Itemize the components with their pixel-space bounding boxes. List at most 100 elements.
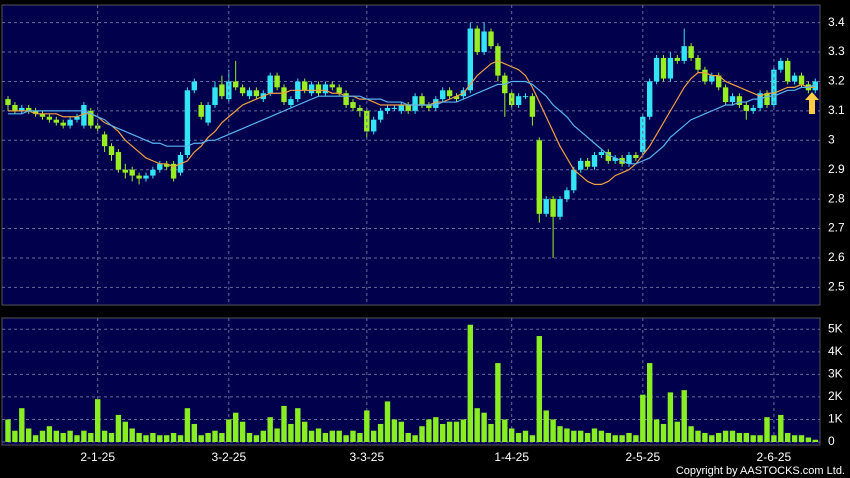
volume-bar xyxy=(260,430,266,442)
candle-body xyxy=(688,46,694,58)
candle-body xyxy=(336,87,342,94)
volume-bar xyxy=(467,324,473,442)
candle-body xyxy=(377,110,384,120)
volume-bar xyxy=(536,336,542,442)
volume-bar xyxy=(281,405,287,442)
candle-body xyxy=(681,46,687,61)
candle-body xyxy=(302,81,308,91)
volume-bar xyxy=(426,419,432,442)
candle-body xyxy=(122,169,128,173)
candle-body xyxy=(288,99,294,105)
volume-bar xyxy=(191,423,197,442)
candle-body xyxy=(515,96,522,105)
volume-bar xyxy=(578,430,584,442)
candle-body xyxy=(778,60,784,70)
candle-body xyxy=(205,105,211,123)
candle-body xyxy=(170,163,177,179)
candle-body xyxy=(729,96,736,103)
candle-body xyxy=(74,116,80,120)
candle-body xyxy=(564,190,570,200)
volume-bar xyxy=(550,419,556,442)
volume-bar xyxy=(584,432,591,442)
candle-body xyxy=(67,119,73,126)
volume-bar xyxy=(798,435,805,442)
candle-body xyxy=(371,119,377,132)
volume-bar xyxy=(729,430,736,442)
candle-body xyxy=(598,152,605,155)
volume-bar xyxy=(122,421,128,442)
candle-body xyxy=(191,81,197,91)
volume-bar xyxy=(364,410,370,442)
volume-bar xyxy=(515,432,522,442)
candle-body xyxy=(750,107,756,111)
candle-body xyxy=(488,31,494,47)
volume-bar xyxy=(653,419,660,442)
candle-body xyxy=(633,155,639,158)
volume-bar xyxy=(647,363,653,442)
candle-body xyxy=(322,84,329,94)
marks: 2.5 2.6 2.7 2.8 2.9 3 3.1 3.2 3.3 3.4 0 1K 2K 3K 4K 5K 2… xyxy=(2,5,845,464)
volume-bar xyxy=(391,419,398,442)
y-tick-label: 2.6 xyxy=(828,250,845,264)
x-tick-label: 2-5-25 xyxy=(625,450,660,464)
volume-bar xyxy=(571,430,577,442)
y-tick-label: 3K xyxy=(828,367,843,381)
volume-bar xyxy=(219,432,225,442)
candle-body xyxy=(391,107,398,109)
candle-body xyxy=(350,102,356,108)
y-tick-label: 3.2 xyxy=(828,74,845,88)
candle-body xyxy=(315,84,322,94)
volume-bar xyxy=(53,430,59,442)
candle-body xyxy=(722,87,729,103)
candle-body xyxy=(481,31,487,53)
candle-body xyxy=(578,160,584,170)
candle-body xyxy=(343,93,349,105)
volume-bar xyxy=(164,435,170,442)
candle-body xyxy=(39,113,46,117)
candle-body xyxy=(640,116,646,153)
candle-body xyxy=(115,152,122,170)
volume-bar xyxy=(343,435,349,442)
volume-bar xyxy=(791,435,798,442)
candle-body xyxy=(12,105,18,111)
volume-bar xyxy=(660,423,667,442)
volume-bar xyxy=(619,435,625,442)
volume-bar xyxy=(32,435,39,442)
candle-body xyxy=(626,155,632,164)
volume-bar xyxy=(398,421,404,442)
candle-body xyxy=(509,93,515,105)
candle-body xyxy=(398,105,404,111)
volume-bar xyxy=(88,432,94,442)
volume-bar xyxy=(67,430,73,442)
candle-body xyxy=(129,169,135,176)
volume-bar xyxy=(198,435,204,442)
volume-bar xyxy=(115,414,122,442)
candle-body xyxy=(550,199,556,217)
candle-body xyxy=(60,122,66,126)
candle-body xyxy=(184,90,191,155)
x-tick-label: 1-4-25 xyxy=(494,450,529,464)
candle-body xyxy=(446,90,453,97)
candle-body xyxy=(19,107,25,111)
volume-bar xyxy=(716,432,722,442)
y-tick-label: 3 xyxy=(828,132,835,146)
candle-body xyxy=(557,199,563,217)
candle-body xyxy=(716,75,722,88)
volume-bar xyxy=(633,435,639,442)
volume-bar xyxy=(315,428,322,442)
volume-bar xyxy=(212,430,218,442)
candle-body xyxy=(136,175,142,179)
y-tick-label: 2.9 xyxy=(828,162,845,176)
volume-bar xyxy=(95,399,101,442)
volume-bar xyxy=(39,430,46,442)
volume-bar xyxy=(495,363,501,442)
volume-bar xyxy=(157,435,163,442)
candle-body xyxy=(653,57,660,82)
candle-body xyxy=(536,140,542,214)
candle-body xyxy=(440,90,446,100)
volume-bar xyxy=(405,432,411,442)
y-tick-label: 3.4 xyxy=(828,15,845,29)
volume-bar xyxy=(371,430,377,442)
volume-bar xyxy=(74,435,80,442)
